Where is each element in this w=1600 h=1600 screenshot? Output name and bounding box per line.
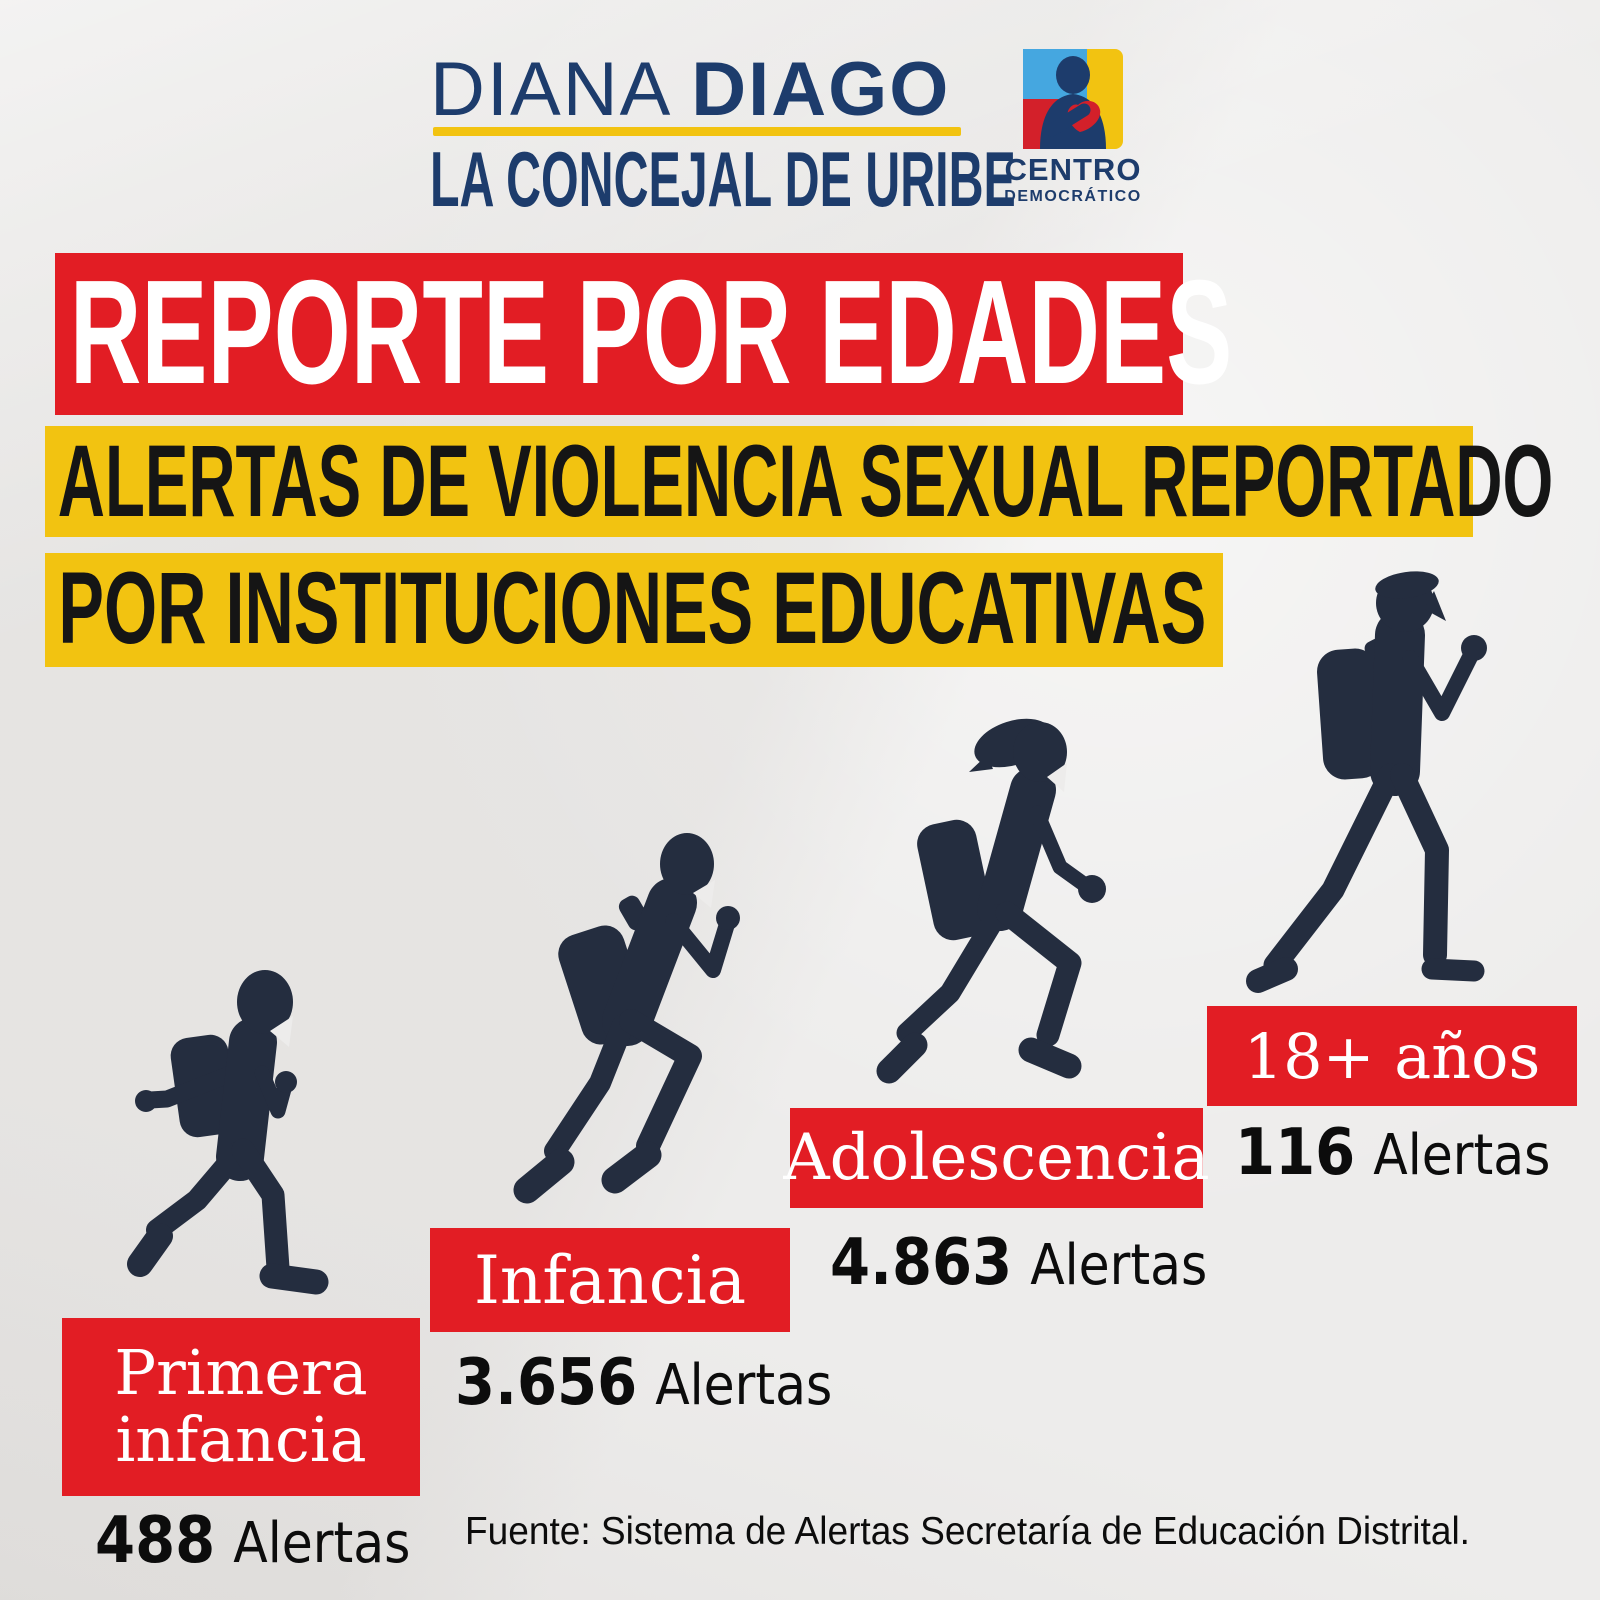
- label-primera-infancia: Primera infancia: [62, 1318, 420, 1496]
- label-18-anos: 18+ años: [1207, 1006, 1577, 1106]
- alert-unit: Alertas: [1030, 1233, 1208, 1298]
- runner-silhouette-primera-infancia-icon: [127, 970, 329, 1295]
- subtitle-banner-2: POR INSTITUCIONES EDUCATIVAS: [45, 553, 1223, 667]
- alert-unit: Alertas: [233, 1511, 411, 1576]
- title-text: REPORTE POR EDADES: [69, 250, 1233, 415]
- subtitle-text-2: POR INSTITUCIONES EDUCATIVAS: [58, 551, 1207, 665]
- value-infancia: 3.656 Alertas: [455, 1346, 832, 1420]
- alert-count: 488: [95, 1504, 216, 1578]
- value-adolescencia: 4.863 Alertas: [830, 1226, 1207, 1300]
- party-logo-icon: [1023, 49, 1123, 149]
- party-name-line1: CENTRO: [1004, 152, 1142, 187]
- runner-silhouette-adolescencia-icon: [876, 718, 1106, 1084]
- title-banner: REPORTE POR EDADES: [55, 253, 1232, 415]
- alert-unit: Alertas: [655, 1353, 833, 1418]
- label-infancia: Infancia: [430, 1228, 790, 1332]
- value-18-anos: 116 Alertas: [1235, 1116, 1550, 1190]
- alert-count: 116: [1235, 1116, 1356, 1190]
- runner-silhouette-infancia-icon: [513, 833, 740, 1204]
- subtitle-banner-1: ALERTAS DE VIOLENCIA SEXUAL REPORTADO: [45, 426, 1553, 537]
- brand-tagline: LA CONCEJAL DE URIBE: [430, 135, 1016, 223]
- runner-silhouette-18-anos-icon: [1246, 571, 1487, 993]
- subtitle-text-1: ALERTAS DE VIOLENCIA SEXUAL REPORTADO: [57, 424, 1554, 538]
- alert-count: 3.656: [455, 1346, 638, 1420]
- brand-last-name: DIAGO: [691, 47, 951, 132]
- label-adolescencia: Adolescencia: [783, 1108, 1210, 1208]
- source-note: Fuente: Sistema de Alertas Secretaría de…: [465, 1510, 1470, 1553]
- alert-unit: Alertas: [1373, 1123, 1551, 1188]
- party-logo: CENTRO DEMOCRÁTICO: [1003, 48, 1143, 206]
- value-primera-infancia: 488 Alertas: [95, 1504, 410, 1578]
- brand-first-name: DIANA: [430, 47, 692, 132]
- party-name-line2: DEMOCRÁTICO: [1004, 188, 1142, 205]
- brand-name: DIANA DIAGO: [430, 46, 950, 133]
- brand-underline: [433, 127, 961, 136]
- alert-count: 4.863: [830, 1226, 1013, 1300]
